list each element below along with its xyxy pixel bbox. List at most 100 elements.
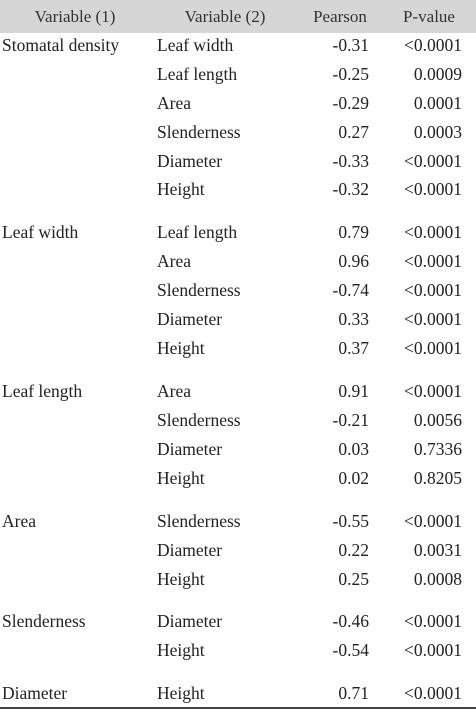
cell-variable-2: Height xyxy=(157,640,205,660)
cell-p-value: <0.0001 xyxy=(404,280,462,300)
cell-p-value: <0.0001 xyxy=(404,151,462,171)
header-pearson: Pearson xyxy=(313,7,367,26)
cell-variable-2: Slenderness xyxy=(157,511,241,531)
cell-variable-2: Area xyxy=(157,251,192,271)
cell-pearson: 0.96 xyxy=(338,251,369,271)
cell-variable-1 xyxy=(2,175,152,204)
cell-p-value: <0.0001 xyxy=(404,511,462,531)
cell-variable-1 xyxy=(2,334,152,363)
cell-p-value: <0.0001 xyxy=(404,683,462,703)
cell-pearson: 0.25 xyxy=(338,569,369,589)
cell-p-value: <0.0001 xyxy=(404,381,462,401)
table-row: Leaf length Area 0.91 <0.0001 xyxy=(0,377,476,406)
table-row: Diameter 0.03 0.7336 xyxy=(0,435,476,464)
cell-pearson: -0.46 xyxy=(332,611,369,631)
table-row: Height 0.02 0.8205 xyxy=(0,464,476,493)
cell-variable-2: Slenderness xyxy=(157,280,241,300)
table-row: Height -0.54 <0.0001 xyxy=(0,636,476,665)
cell-variable-1 xyxy=(2,464,152,493)
table-bottom-rule xyxy=(0,707,476,709)
cell-pearson: 0.22 xyxy=(338,540,369,560)
table-row: Area 0.96 <0.0001 xyxy=(0,247,476,276)
table-row: Slenderness Diameter -0.46 <0.0001 xyxy=(0,607,476,636)
cell-pearson: 0.71 xyxy=(338,683,369,703)
cell-variable-2: Diameter xyxy=(157,611,223,631)
cell-p-value: 0.0001 xyxy=(413,93,462,113)
cell-pearson: -0.55 xyxy=(332,511,369,531)
cell-variable-1 xyxy=(2,147,152,176)
cell-pearson: -0.33 xyxy=(332,151,369,171)
cell-pearson: -0.32 xyxy=(332,179,369,199)
cell-variable-2: Height xyxy=(157,569,205,589)
cell-p-value: <0.0001 xyxy=(404,222,462,242)
cell-variable-2: Height xyxy=(157,179,205,199)
cell-variable-1 xyxy=(2,276,152,305)
table-row: Height 0.25 0.0008 xyxy=(0,565,476,594)
cell-variable-1 xyxy=(2,89,152,118)
cell-variable-2: Slenderness xyxy=(157,122,241,142)
cell-variable-1: Stomatal density xyxy=(2,35,120,55)
table-row: Leaf length -0.25 0.0009 xyxy=(0,60,476,89)
cell-variable-1: Slenderness xyxy=(2,611,86,631)
table-row: Leaf width Leaf length 0.79 <0.0001 xyxy=(0,218,476,247)
cell-p-value: 0.0003 xyxy=(413,122,462,142)
cell-variable-2: Diameter xyxy=(157,439,223,459)
table-header: Variable (1) Variable (2) Pearson P-valu… xyxy=(0,0,476,33)
cell-variable-2: Area xyxy=(157,381,192,401)
cell-p-value: 0.0009 xyxy=(413,64,462,84)
cell-variable-1 xyxy=(2,305,152,334)
cell-variable-1 xyxy=(2,435,152,464)
table-row: Area Slenderness -0.55 <0.0001 xyxy=(0,507,476,536)
cell-variable-1 xyxy=(2,636,152,665)
cell-variable-2: Height xyxy=(157,468,205,488)
cell-p-value: <0.0001 xyxy=(404,179,462,199)
table-row: Height -0.32 <0.0001 xyxy=(0,175,476,204)
cell-variable-2: Slenderness xyxy=(157,410,241,430)
cell-variable-1 xyxy=(2,247,152,276)
cell-p-value: 0.0056 xyxy=(413,410,462,430)
table-row: Diameter Height 0.71 <0.0001 xyxy=(0,679,476,708)
cell-variable-1 xyxy=(2,406,152,435)
cell-p-value: <0.0001 xyxy=(404,611,462,631)
cell-variable-2: Diameter xyxy=(157,309,223,329)
table-row: Slenderness 0.27 0.0003 xyxy=(0,118,476,147)
cell-pearson: -0.31 xyxy=(332,35,369,55)
cell-variable-1 xyxy=(2,118,152,147)
cell-pearson: -0.29 xyxy=(332,93,369,113)
cell-p-value: 0.7336 xyxy=(413,439,462,459)
cell-variable-2: Leaf length xyxy=(157,64,238,84)
cell-pearson: 0.91 xyxy=(338,381,369,401)
header-p-value: P-value xyxy=(403,7,455,26)
cell-pearson: -0.74 xyxy=(332,280,369,300)
table-row: Diameter 0.33 <0.0001 xyxy=(0,305,476,334)
cell-variable-2: Leaf length xyxy=(157,222,238,242)
cell-pearson: 0.33 xyxy=(338,309,369,329)
cell-variable-2: Height xyxy=(157,683,205,703)
cell-p-value: <0.0001 xyxy=(404,35,462,55)
cell-pearson: -0.25 xyxy=(332,64,369,84)
cell-variable-2: Diameter xyxy=(157,151,223,171)
table-row: Diameter 0.22 0.0031 xyxy=(0,536,476,565)
table-row: Diameter -0.33 <0.0001 xyxy=(0,147,476,176)
table-row: Stomatal density Leaf width -0.31 <0.000… xyxy=(0,31,476,60)
cell-variable-1: Leaf width xyxy=(2,222,79,242)
cell-pearson: 0.27 xyxy=(338,122,369,142)
cell-pearson: 0.37 xyxy=(338,338,369,358)
cell-variable-1: Leaf length xyxy=(2,381,83,401)
cell-variable-1 xyxy=(2,536,152,565)
cell-pearson: 0.03 xyxy=(338,439,369,459)
cell-pearson: 0.79 xyxy=(338,222,369,242)
cell-variable-2: Height xyxy=(157,338,205,358)
cell-variable-2: Diameter xyxy=(157,540,223,560)
cell-p-value: <0.0001 xyxy=(404,251,462,271)
cell-variable-2: Area xyxy=(157,93,192,113)
table-row: Slenderness -0.21 0.0056 xyxy=(0,406,476,435)
cell-variable-2: Leaf width xyxy=(157,35,234,55)
cell-pearson: -0.21 xyxy=(332,410,369,430)
cell-p-value: <0.0001 xyxy=(404,640,462,660)
header-variable-1: Variable (1) xyxy=(34,7,116,26)
table-row: Slenderness -0.74 <0.0001 xyxy=(0,276,476,305)
cell-p-value: 0.0031 xyxy=(413,540,462,560)
cell-variable-1 xyxy=(2,565,152,594)
